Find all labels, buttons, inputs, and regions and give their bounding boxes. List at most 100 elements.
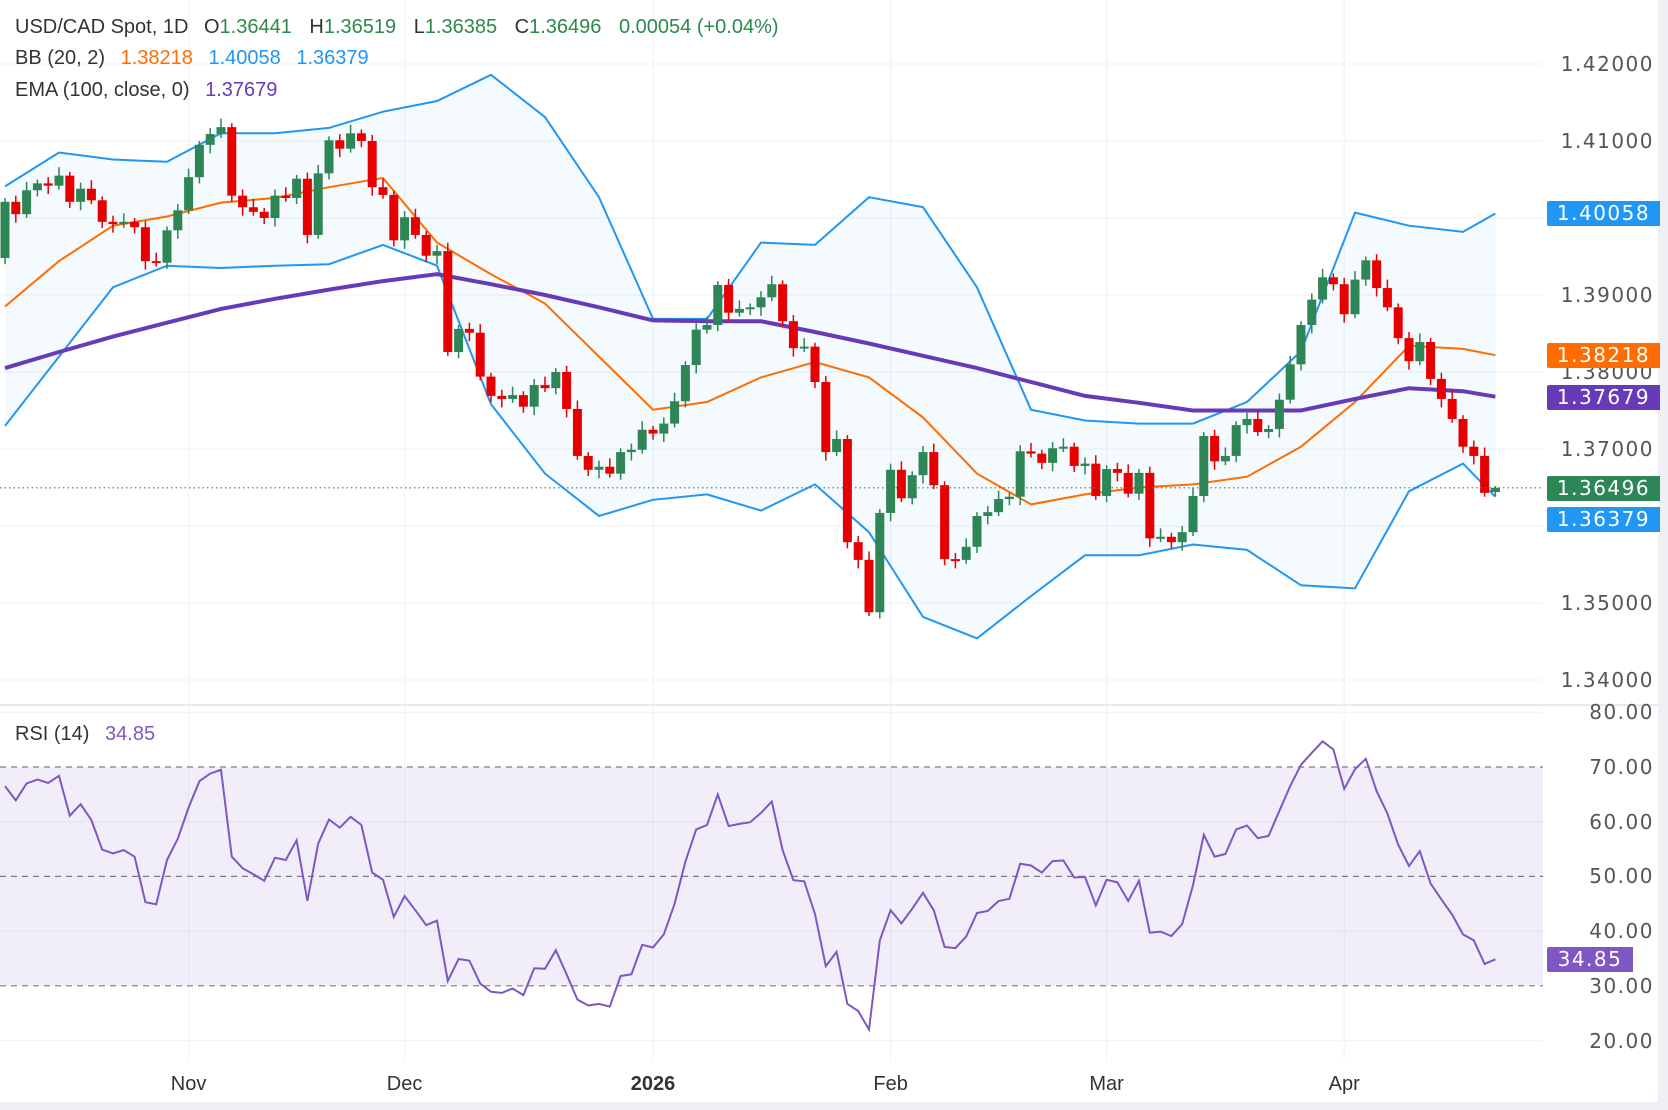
candle — [1242, 412, 1252, 434]
candle — [626, 443, 636, 461]
candle — [1339, 278, 1349, 323]
bb-basis-badge: 1.38218 — [1547, 343, 1660, 368]
candle-body — [886, 469, 896, 513]
candle — [162, 226, 172, 269]
bb-basis-value: 1.38218 — [120, 47, 193, 69]
candle — [292, 174, 302, 205]
candle — [0, 197, 10, 265]
candle-body — [637, 429, 647, 450]
candle-body — [702, 325, 712, 330]
candle — [1156, 528, 1166, 543]
candle — [1069, 442, 1079, 473]
candle-body — [1102, 469, 1112, 496]
candle-body — [994, 499, 1004, 513]
candle-body — [983, 512, 993, 516]
candle-body — [421, 234, 431, 256]
candle — [378, 178, 388, 199]
candle-body — [356, 133, 366, 141]
close-value: C1.36496 — [514, 16, 602, 38]
candle — [1112, 462, 1122, 482]
high-value: H1.36519 — [309, 16, 397, 38]
candle — [1026, 442, 1036, 458]
bb-legend[interactable]: BB (20, 2) 1.38218 1.40058 1.36379 — [15, 47, 379, 70]
candle-body — [54, 175, 64, 186]
rsi-legend[interactable]: RSI (14) 34.85 — [15, 723, 165, 746]
rsi-tick: 60.00 — [1589, 809, 1654, 834]
candle-body — [1296, 325, 1306, 365]
candle — [518, 391, 528, 413]
candle — [788, 315, 798, 357]
time-label-nov: Nov — [170, 1073, 207, 1095]
candle — [1102, 465, 1112, 503]
time-label-2026: 2026 — [630, 1073, 676, 1095]
candle-body — [1145, 472, 1155, 539]
candle — [270, 189, 280, 227]
ema-label: EMA (100, close, 0) — [15, 79, 190, 101]
candle — [940, 481, 950, 566]
candle — [842, 435, 852, 549]
candle-body — [788, 321, 798, 349]
candle-body — [346, 133, 356, 149]
price-tick: 1.34000 — [1560, 668, 1654, 692]
candle-body — [1393, 307, 1403, 339]
candle — [670, 392, 680, 428]
candle-body — [918, 452, 928, 476]
candle — [702, 316, 712, 334]
candle — [734, 300, 744, 317]
candle — [637, 421, 647, 454]
candle — [853, 536, 863, 569]
bb-upper-badge: 1.40058 — [1547, 201, 1660, 226]
low-value: L1.36385 — [413, 16, 498, 38]
candle — [32, 179, 42, 197]
candle — [1404, 331, 1414, 370]
candle-body — [335, 140, 345, 149]
candle-body — [97, 200, 107, 222]
candle — [832, 430, 842, 456]
candle-body — [432, 251, 442, 256]
candle-body — [1156, 536, 1166, 539]
rsi-tick: 50.00 — [1589, 864, 1654, 889]
candle — [464, 322, 474, 342]
candle-body — [302, 178, 312, 235]
candle-body — [1372, 260, 1382, 289]
symbol-title[interactable]: USD/CAD Spot, 1D — [15, 16, 189, 38]
rsi-tick: 20.00 — [1589, 1028, 1654, 1053]
candle — [540, 376, 550, 393]
candle — [1134, 469, 1144, 500]
candle — [1296, 321, 1306, 371]
candle — [799, 338, 809, 352]
bb-upper-line — [4, 73, 1496, 425]
candles[interactable] — [0, 118, 1543, 619]
candle-body — [1350, 279, 1360, 315]
candle-body — [1112, 469, 1122, 473]
candle-body — [151, 261, 161, 264]
candle-body — [594, 466, 604, 470]
bollinger-band-fill — [5, 74, 1496, 639]
candle — [259, 207, 269, 225]
candle — [713, 281, 723, 332]
candle-body — [65, 175, 75, 202]
candle-body — [821, 382, 831, 453]
candle-body — [1015, 451, 1025, 497]
candle-body — [659, 423, 669, 434]
candle-body — [216, 127, 226, 135]
candle-body — [86, 188, 96, 201]
candle-body — [1361, 260, 1371, 280]
candle-body — [248, 207, 258, 212]
candle-body — [562, 372, 572, 409]
candle-body — [227, 127, 237, 196]
rsi-tick: 30.00 — [1589, 973, 1654, 998]
candle — [994, 490, 1004, 516]
ema-legend[interactable]: EMA (100, close, 0) 1.37679 — [15, 79, 287, 102]
candle-body — [1469, 446, 1479, 456]
candle-body — [1318, 277, 1328, 300]
candle — [497, 389, 507, 408]
candle-body — [1166, 536, 1176, 543]
candle — [1037, 449, 1047, 470]
candle-body — [767, 284, 777, 298]
candle-body — [1048, 448, 1058, 463]
candle-body — [940, 485, 950, 560]
candle — [1210, 429, 1220, 470]
rsi-label: RSI (14) — [15, 723, 90, 745]
candle — [140, 221, 150, 270]
